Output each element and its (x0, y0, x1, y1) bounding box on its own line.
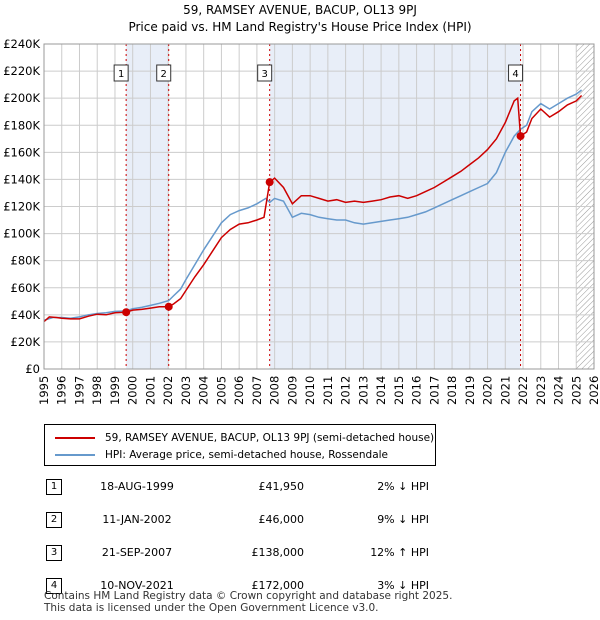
x-tick-label: 2009 (285, 376, 299, 405)
y-tick-label: £140K (3, 172, 40, 186)
sale-price: £172,000 (251, 579, 305, 592)
x-tick-label: 2021 (498, 376, 512, 405)
x-tick-label: 2016 (410, 376, 424, 405)
property-price-line (44, 94, 583, 323)
legend-label-hpi: HPI: Average price, semi-detached house,… (105, 449, 389, 461)
sale-price: £138,000 (251, 546, 305, 559)
x-tick-label: 2024 (552, 376, 566, 405)
y-tick-label: £240K (3, 37, 40, 51)
x-tick-label: 2005 (214, 376, 228, 405)
y-tick-label: £220K (3, 64, 40, 78)
y-tick-label: £160K (3, 145, 40, 159)
sale-hpi-diff: 12% ↑ HPI (370, 546, 429, 559)
sales-table: 1 18-AUG-1999 £41,950 2% ↓ HPI 2 11-JAN-… (42, 470, 429, 602)
sale-hpi-diff: 9% ↓ HPI (377, 513, 429, 526)
y-tick-label: £20K (11, 335, 41, 349)
sale-point-2 (164, 302, 173, 311)
sale-number-badge: 2 (46, 511, 62, 528)
footer-copyright: Contains HM Land Registry data © Crown c… (44, 590, 453, 602)
y-tick-label: £200K (3, 91, 40, 105)
chart-title: 59, RAMSEY AVENUE, BACUP, OL13 9PJ (183, 3, 417, 17)
sale-number-badge: 1 (46, 478, 62, 495)
x-tick-label: 2026 (587, 376, 600, 405)
sale-date: 21-SEP-2007 (101, 546, 173, 559)
y-tick-label: £80K (11, 254, 41, 268)
sale-label-box-4 (508, 64, 524, 82)
footer-license: This data is licensed under the Open Gov… (44, 602, 379, 614)
x-tick-label: 2023 (534, 376, 548, 405)
x-tick-label: 2020 (481, 376, 495, 405)
x-tick-label: 2007 (250, 376, 264, 405)
x-tick-label: 2003 (179, 376, 193, 405)
plot-frame (43, 43, 595, 370)
sale-date: 18-AUG-1999 (100, 480, 174, 493)
sale-point-1 (122, 308, 131, 317)
x-tick-label: 1996 (55, 376, 69, 405)
x-tick-label: 1995 (37, 376, 51, 405)
x-tick-label: 2013 (356, 376, 370, 405)
x-tick-label: 2000 (126, 376, 140, 405)
sale-price: £46,000 (258, 513, 305, 526)
table-row: 1 18-AUG-1999 £41,950 2% ↓ HPI (42, 470, 429, 503)
x-tick-label: 2002 (161, 376, 175, 405)
chart-subtitle: Price paid vs. HM Land Registry's House … (128, 20, 471, 34)
chart-legend: 59, RAMSEY AVENUE, BACUP, OL13 9PJ (semi… (44, 424, 436, 466)
legend-line-property (55, 437, 95, 439)
y-tick-label: £100K (3, 227, 40, 241)
x-tick-label: 1999 (108, 376, 122, 405)
y-tick-label: £180K (3, 118, 40, 132)
sale-price: £41,950 (258, 480, 305, 493)
x-tick-label: 2025 (569, 376, 583, 405)
x-tick-label: 2011 (321, 376, 335, 405)
x-tick-label: 2022 (516, 376, 530, 405)
sale-label-box-1 (113, 64, 129, 82)
x-tick-label: 1997 (72, 376, 86, 405)
sale-hpi-diff: 3% ↓ HPI (377, 579, 429, 592)
x-tick-label: 2004 (197, 376, 211, 405)
sale-label-3: 3 (261, 69, 267, 80)
sale-label-1: 1 (118, 69, 124, 80)
x-tick-label: 2017 (427, 376, 441, 405)
x-tick-label: 2019 (463, 376, 477, 405)
sale-label-box-3 (257, 64, 273, 82)
table-row: 3 21-SEP-2007 £138,000 12% ↑ HPI (42, 536, 429, 569)
x-tick-label: 1998 (90, 376, 104, 405)
price-chart: 59, RAMSEY AVENUE, BACUP, OL13 9PJ Price… (3, 3, 600, 405)
table-row: 2 11-JAN-2002 £46,000 9% ↓ HPI (42, 503, 429, 536)
x-tick-label: 2001 (143, 376, 157, 405)
sale-point-4 (516, 132, 525, 141)
legend-label-property: 59, RAMSEY AVENUE, BACUP, OL13 9PJ (semi… (105, 432, 435, 444)
footer-attribution: Contains HM Land Registry data © Crown c… (44, 590, 452, 614)
sale-label-4: 4 (512, 69, 518, 80)
sale-hpi-diff: 2% ↓ HPI (377, 480, 429, 493)
sale-number-badge: 4 (46, 577, 62, 594)
sale-date: 10-NOV-2021 (100, 579, 174, 592)
x-tick-label: 2010 (303, 376, 317, 405)
x-tick-label: 2012 (339, 376, 353, 405)
sale-number-badge: 3 (46, 544, 62, 561)
sale-label-2: 2 (161, 69, 167, 80)
y-tick-label: £40K (11, 308, 41, 322)
x-tick-label: 2006 (232, 376, 246, 405)
x-tick-label: 2018 (445, 376, 459, 405)
sale-date: 11-JAN-2002 (102, 513, 172, 526)
table-row: 4 10-NOV-2021 £172,000 3% ↓ HPI (42, 569, 429, 602)
legend-line-hpi (55, 454, 95, 456)
y-tick-label: £0 (25, 362, 40, 376)
x-tick-label: 2008 (268, 376, 282, 405)
x-tick-label: 2014 (374, 376, 388, 405)
sale-point-3 (265, 178, 274, 187)
y-tick-label: £120K (3, 200, 40, 214)
sale-label-box-2 (156, 64, 172, 82)
hpi-line (44, 89, 583, 322)
y-tick-label: £60K (11, 281, 41, 295)
x-tick-label: 2015 (392, 376, 406, 405)
